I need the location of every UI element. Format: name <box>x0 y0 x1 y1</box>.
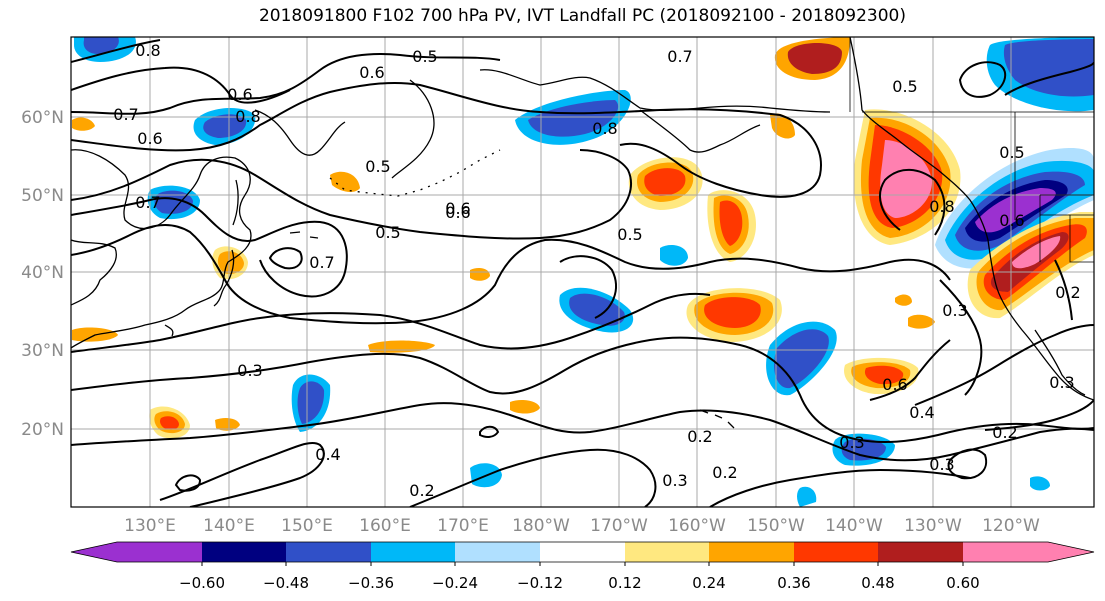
colorbar-segment <box>371 542 455 562</box>
contour-label: 0.5 <box>999 143 1024 162</box>
colorbar-segment <box>878 542 963 562</box>
lat-label: 60°N <box>21 108 64 128</box>
lat-label: 50°N <box>21 186 64 206</box>
lon-label: 130°E <box>124 516 176 536</box>
contour-label: 0.4 <box>909 403 934 422</box>
colorbar-segment <box>540 542 625 562</box>
contour-label: 0.2 <box>1055 283 1080 302</box>
lat-label: 40°N <box>21 263 64 283</box>
contour-label: 0.2 <box>409 481 434 500</box>
latitude-labels: 20°N 30°N 40°N 50°N 60°N <box>21 108 64 440</box>
contour-label: 0.2 <box>712 463 737 482</box>
contour-label: 0.5 <box>365 157 390 176</box>
colorbar-segment <box>709 542 794 562</box>
colorbar-extend-max <box>1048 542 1094 562</box>
contour-label: 0.7 <box>135 193 160 212</box>
lon-label: 180°W <box>512 516 570 536</box>
contour-label: 0.5 <box>375 223 400 242</box>
map-title: 2018091800 F102 700 hPa PV, IVT Landfall… <box>258 6 906 26</box>
lon-label: 160°E <box>359 516 411 536</box>
colorbar-segment <box>625 542 709 562</box>
contour-label: 0.7 <box>113 105 138 124</box>
contour-label: 0.3 <box>839 433 864 452</box>
contour-label: 0.3 <box>929 455 954 474</box>
contour-label: 0.4 <box>315 445 340 464</box>
contour-label: 0.3 <box>942 301 967 320</box>
contour-label: 0.5 <box>892 77 917 96</box>
colorbar-tick-label: 0.36 <box>777 574 810 592</box>
contour-label: 0.3 <box>237 361 262 380</box>
contour-label: 0.6 <box>227 85 252 104</box>
contour-label: 0.5 <box>617 225 642 244</box>
colorbar-tick-label: 0.48 <box>861 574 894 592</box>
colorbar-tick-label: −0.60 <box>179 574 225 592</box>
colorbar-segment <box>963 542 1048 562</box>
colorbar-extend-min <box>71 542 117 562</box>
contour-label: 0.8 <box>135 41 160 60</box>
contour-label: 0.3 <box>662 471 687 490</box>
contour-label: 0.2 <box>687 427 712 446</box>
pv-contours <box>71 39 1094 507</box>
coastlines <box>71 37 1094 429</box>
pc-anomaly-fill <box>72 37 1094 507</box>
contour-label: 0.8 <box>929 197 954 216</box>
colorbar-tick-label: −0.12 <box>517 574 563 592</box>
contour-label: 0.2 <box>992 423 1017 442</box>
contour-label: 0.8 <box>592 119 617 138</box>
colorbar-segment <box>794 542 878 562</box>
colorbar-tick-label: 0.60 <box>946 574 979 592</box>
colorbar-tick-label: −0.48 <box>263 574 309 592</box>
colorbar-segment <box>117 542 202 562</box>
lon-label: 140°E <box>203 516 255 536</box>
lon-label: 170°W <box>590 516 648 536</box>
longitude-labels: 130°E 140°E 150°E 160°E 170°E 180°W 170°… <box>124 516 1040 536</box>
lon-label: 130°W <box>904 516 962 536</box>
contour-label: 0.7 <box>309 253 334 272</box>
contour-label: 0.5 <box>412 47 437 66</box>
colorbar-tick-labels: −0.60 −0.48 −0.36 −0.24 −0.12 0.12 0.24 … <box>179 574 980 592</box>
colorbar <box>70 541 1095 566</box>
map-frame <box>70 36 1095 508</box>
lat-label: 20°N <box>21 420 64 440</box>
contour-label: 0.6 <box>445 199 470 218</box>
contour-label: 0.3 <box>1049 373 1074 392</box>
contour-label: 0.8 <box>235 107 260 126</box>
graticule <box>71 37 1094 507</box>
contour-label: 0.6 <box>999 211 1024 230</box>
colorbar-segment <box>455 542 540 562</box>
lon-label: 120°W <box>982 516 1040 536</box>
lat-label: 30°N <box>21 341 64 361</box>
contour-labels: 0.8 0.5 0.7 0.6 0.7 0.6 0.6 0.5 0.8 0.5 … <box>113 41 1080 500</box>
colorbar-outline <box>70 541 1095 563</box>
colorbar-tick-label: −0.36 <box>348 574 394 592</box>
colorbar-tick-label: 0.12 <box>608 574 641 592</box>
contour-label: 0.6 <box>445 203 470 222</box>
political-borders <box>849 37 1094 263</box>
colorbar-segment <box>286 542 371 562</box>
lon-label: 150°E <box>281 516 333 536</box>
contour-label: 0.7 <box>667 47 692 66</box>
lon-label: 160°W <box>668 516 726 536</box>
lon-label: 170°E <box>437 516 489 536</box>
contour-label: 0.6 <box>359 63 384 82</box>
lon-label: 150°W <box>747 516 805 536</box>
contour-label: 0.6 <box>137 129 162 148</box>
colorbar-tick-label: 0.24 <box>692 574 725 592</box>
colorbar-segment <box>202 542 286 562</box>
contour-label: 0.6 <box>882 375 907 394</box>
lon-label: 140°W <box>825 516 883 536</box>
colorbar-tick-label: −0.24 <box>432 574 478 592</box>
